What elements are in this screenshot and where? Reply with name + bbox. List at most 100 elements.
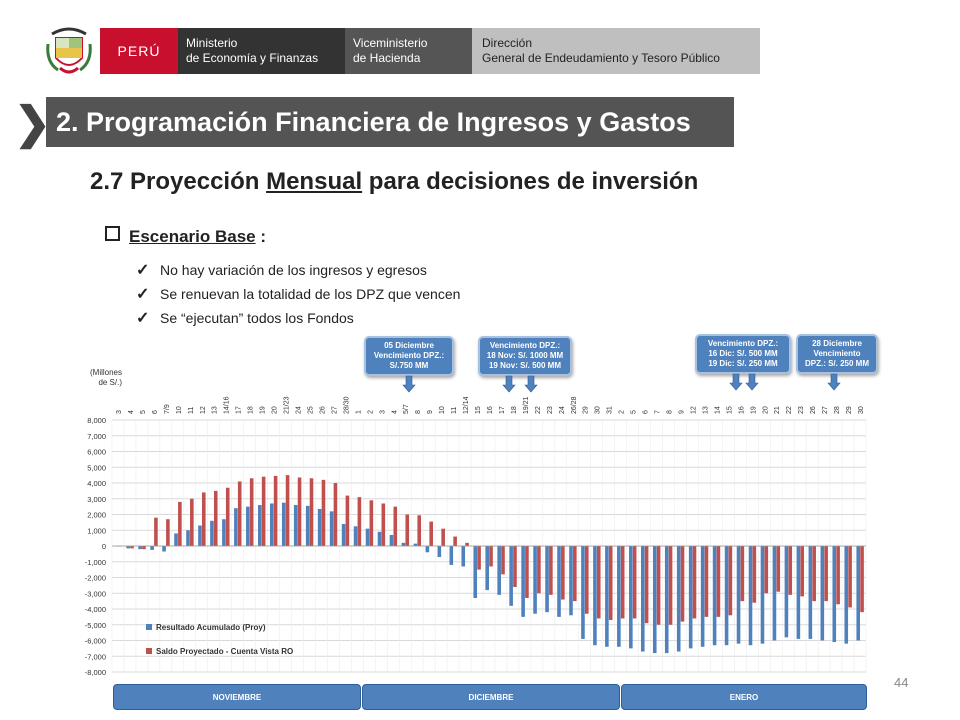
bar-saldo (369, 500, 374, 546)
bar-resultado (210, 520, 214, 546)
bar-saldo (561, 546, 565, 600)
bar-resultado (425, 546, 430, 553)
bar-saldo (381, 503, 386, 546)
bar-saldo (608, 546, 613, 621)
month-label: DICIEMBRE (468, 692, 514, 702)
x-tick-label: 23 (798, 406, 805, 414)
bar-saldo (824, 546, 828, 602)
y-tick-label: -1,000 (85, 558, 106, 567)
down-arrow-icon (502, 375, 516, 393)
x-tick-label: 10 (439, 406, 446, 414)
bar-resultado (461, 546, 466, 567)
bar-saldo (213, 490, 218, 546)
bar-resultado (724, 546, 729, 646)
x-tick-label: 7 (655, 410, 662, 414)
bar-resultado (353, 526, 358, 546)
bar-saldo (513, 546, 517, 587)
x-tick-label: 19 (750, 406, 757, 414)
bar-saldo (429, 521, 433, 546)
bar-saldo (417, 515, 422, 546)
bar-saldo (836, 546, 840, 605)
month-bar-december: DICIEMBRE (362, 684, 620, 710)
bar-resultado (234, 508, 238, 546)
dir-line1: Dirección (482, 36, 533, 50)
bar-resultado (485, 546, 489, 591)
bar-resultado (856, 546, 861, 641)
subtitle-underlined: Mensual (266, 168, 363, 195)
x-tick-label: 22 (786, 406, 793, 414)
x-tick-label: 20 (762, 406, 769, 414)
country-label: PERÚ (117, 42, 161, 59)
callout-line: 19 Nov: S/. 500 MM (488, 361, 562, 370)
bar-resultado (617, 546, 621, 647)
bar-saldo (477, 546, 481, 570)
x-tick-label: 15 (475, 406, 482, 414)
x-tick-label: 3 (116, 410, 123, 414)
bar-resultado (365, 528, 370, 546)
bar-resultado (652, 546, 657, 654)
x-tick-label: 7/9 (164, 404, 171, 414)
x-tick-label: 5 (631, 410, 638, 414)
direction-box: Dirección General de Endeudamiento y Teso… (472, 28, 760, 74)
scenario-label: Escenario Base (129, 227, 256, 246)
checkmark-icon: ✓ (136, 262, 150, 279)
bullet-text: Se “ejecutan” todos los Fondos (160, 310, 354, 326)
x-tick-label: 14/16 (224, 396, 231, 414)
y-tick-label: 2,000 (87, 511, 106, 520)
bar-resultado (760, 546, 765, 644)
bar-resultado (605, 546, 609, 647)
down-arrow-icon (729, 373, 743, 391)
legend-label: Resultado Acumulado (Proy) (156, 623, 266, 632)
legend-label: Saldo Proyectado - Cuenta Vista RO (156, 647, 293, 656)
x-tick-label: 26 (319, 406, 326, 414)
slide-subtitle: 2.7 Proyección Mensual para decisiones d… (90, 168, 698, 196)
bar-resultado (329, 511, 334, 546)
callout-dpz-dec28: 28 Diciembre Vencimiento DPZ.: S/. 250 MM (796, 334, 878, 374)
month-label: NOVIEMBRE (212, 692, 262, 702)
y-tick-label: 7,000 (87, 432, 106, 441)
x-tick-label: 2 (367, 410, 374, 414)
bar-saldo (764, 546, 769, 594)
bar-resultado (317, 508, 322, 546)
bar-saldo (620, 546, 625, 619)
bar-saldo (225, 487, 230, 546)
bar-saldo (130, 546, 134, 549)
x-tick-label: 19/21 (523, 396, 530, 414)
x-tick-label: 8 (415, 410, 422, 414)
x-tick-label: 21 (774, 406, 781, 414)
bar-resultado (449, 546, 454, 565)
bullet-text: Se renuevan la totalidad de los DPZ que … (160, 286, 461, 302)
bar-saldo (405, 514, 410, 546)
x-tick-label: 10 (176, 406, 183, 414)
x-tick-label: 12 (690, 406, 697, 414)
country-badge: PERÚ (100, 28, 178, 74)
x-tick-label: 28 (834, 406, 841, 414)
x-tick-label: 15 (726, 406, 733, 414)
y-tick-label: -3,000 (85, 589, 106, 598)
bar-saldo (788, 546, 793, 595)
viceministry-box: Viceministerio de Hacienda (345, 28, 472, 74)
bar-saldo (166, 519, 170, 546)
bar-saldo (273, 475, 278, 546)
ministry-box: Ministerio de Economía y Finanzas (178, 28, 345, 74)
vice-line1: Viceministerio (353, 36, 428, 50)
units-line1: (Millones (90, 368, 123, 377)
bar-saldo (202, 492, 206, 546)
bar-saldo (728, 546, 733, 616)
bar-saldo (154, 517, 158, 546)
x-tick-label: 27 (331, 406, 338, 414)
callout-dpz-dec16: Vencimiento DPZ.: 16 Dic: S/. 500 MM 19 Di… (695, 334, 791, 374)
bar-saldo (345, 495, 350, 546)
y-tick-label: -4,000 (85, 605, 106, 614)
bar-saldo (848, 546, 852, 608)
x-tick-label: 8 (667, 410, 674, 414)
checkmark-icon: ✓ (136, 286, 150, 303)
callout-dpz-nov: Vencimiento DPZ.: 18 Nov: S/. 1000 MM 19 N… (478, 336, 572, 376)
bar-saldo (776, 546, 781, 592)
bar-saldo (321, 479, 326, 546)
callout-line: S/.750 MM (389, 361, 429, 370)
x-tick-label: 13 (702, 406, 709, 414)
x-tick-label: 4 (391, 410, 398, 414)
bar-resultado (174, 533, 178, 546)
